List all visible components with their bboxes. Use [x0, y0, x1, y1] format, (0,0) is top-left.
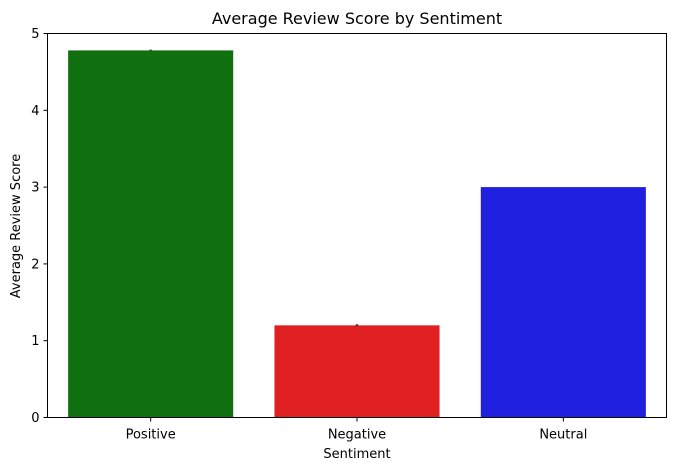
x-ticks-group: Positive Negative Neutral — [126, 417, 587, 443]
x-tick-label-neutral: Neutral — [539, 428, 587, 443]
x-tick-label-negative: Negative — [328, 428, 386, 443]
y-tick-label-5: 5 — [31, 27, 39, 42]
y-axis-label: Average Review Score — [9, 154, 24, 298]
plot-frame — [47, 33, 667, 418]
bar-positive — [68, 50, 234, 418]
x-axis-label: Sentiment — [323, 447, 390, 462]
y-tick-label-1: 1 — [31, 334, 39, 349]
bars-group — [68, 49, 646, 418]
y-tick-label-3: 3 — [31, 181, 39, 196]
x-tick-label-positive: Positive — [126, 428, 176, 443]
chart-title: Average Review Score by Sentiment — [212, 9, 502, 28]
bar-neutral — [480, 187, 646, 418]
y-tick-label-0: 0 — [31, 411, 39, 426]
y-ticks-group: 0 1 2 3 4 5 — [31, 27, 48, 426]
y-tick-label-2: 2 — [31, 257, 39, 272]
bar-negative — [274, 325, 440, 418]
y-tick-label-4: 4 — [31, 104, 39, 119]
